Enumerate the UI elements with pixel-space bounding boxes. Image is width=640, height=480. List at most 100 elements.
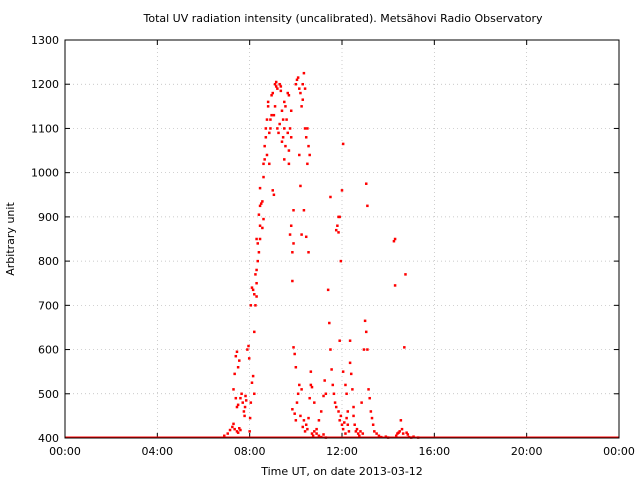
data-point — [289, 224, 293, 227]
x-tick-label: 00:00 — [603, 445, 635, 458]
data-point — [343, 421, 346, 424]
data-point — [341, 370, 345, 373]
data-point — [310, 432, 314, 435]
data-point — [332, 392, 336, 396]
data-point — [293, 412, 296, 415]
data-point — [280, 109, 284, 113]
data-point — [363, 319, 367, 323]
y-tick-label: 1200 — [31, 78, 59, 91]
data-point — [340, 423, 344, 426]
data-point — [287, 94, 291, 97]
data-point — [328, 321, 331, 325]
chart-title: Total UV radiation intensity (uncalibrat… — [143, 12, 543, 25]
data-point — [345, 416, 348, 420]
data-point — [352, 414, 355, 418]
data-point — [291, 251, 294, 254]
data-point — [241, 401, 244, 404]
data-point — [247, 344, 250, 348]
data-point — [223, 434, 226, 438]
data-point — [398, 430, 401, 433]
data-point — [302, 71, 306, 75]
data-point — [280, 140, 284, 143]
data-point — [337, 410, 340, 413]
data-point — [281, 118, 285, 121]
data-point — [236, 403, 240, 407]
data-point — [256, 259, 259, 263]
data-point — [283, 127, 286, 130]
data-point — [336, 224, 339, 227]
data-point — [299, 91, 302, 95]
data-point — [303, 430, 307, 433]
x-tick-label: 00:00 — [49, 445, 81, 458]
data-point — [239, 396, 242, 400]
y-tick-labels: 400 500 600 700 800 900 1000 1100 1200 1300 — [31, 34, 59, 445]
data-point — [236, 365, 240, 369]
data-point — [255, 237, 258, 241]
y-tick-label: 500 — [38, 388, 59, 401]
data-point — [296, 392, 300, 396]
data-point — [334, 405, 338, 409]
data-point — [322, 433, 325, 436]
x-tick-label: 08:00 — [234, 445, 266, 458]
data-point — [295, 401, 299, 404]
data-point — [401, 432, 405, 435]
data-point — [384, 435, 388, 438]
data-point — [294, 419, 298, 422]
data-point — [346, 410, 350, 413]
data-point — [309, 383, 313, 387]
data-point — [240, 392, 243, 396]
data-point — [256, 242, 259, 245]
data-point — [369, 410, 373, 413]
data-point — [258, 237, 262, 241]
data-point — [273, 82, 277, 86]
data-point — [300, 388, 303, 391]
data-point — [287, 149, 291, 152]
data-point — [361, 432, 365, 435]
data-point — [233, 427, 236, 431]
data-point — [373, 430, 376, 433]
data-point — [289, 136, 293, 139]
data-point — [326, 288, 330, 292]
data-point — [393, 284, 397, 287]
data-point — [293, 352, 296, 356]
data-point — [286, 91, 290, 95]
data-point — [265, 118, 269, 121]
data-point — [356, 432, 360, 435]
data-point — [377, 434, 381, 438]
data-point — [317, 419, 321, 422]
data-point — [239, 428, 242, 432]
data-point — [288, 233, 292, 236]
data-point — [254, 273, 257, 276]
data-point — [309, 370, 313, 373]
data-point — [322, 394, 325, 398]
plot-frame — [64, 39, 620, 439]
data-point — [258, 204, 262, 208]
data-point — [248, 430, 251, 433]
data-point — [338, 339, 341, 342]
data-point — [279, 89, 283, 93]
data-point — [258, 224, 262, 227]
data-point — [255, 281, 258, 285]
data-point — [277, 131, 280, 135]
data-point — [292, 242, 295, 245]
data-point — [339, 259, 343, 263]
data-point — [313, 401, 316, 404]
data-point — [232, 422, 235, 426]
data-point — [306, 162, 309, 166]
data-point — [338, 419, 341, 422]
data-point — [329, 195, 332, 199]
data-point — [276, 87, 279, 90]
data-point — [255, 268, 258, 272]
data-point — [270, 94, 273, 97]
y-tick-label: 900 — [38, 211, 59, 224]
data-point — [298, 383, 301, 387]
data-point — [331, 383, 335, 387]
data-point — [301, 98, 305, 101]
data-point — [269, 118, 272, 121]
data-point — [355, 427, 359, 431]
data-point — [278, 122, 281, 126]
data-point — [313, 430, 316, 433]
data-point — [255, 295, 258, 298]
